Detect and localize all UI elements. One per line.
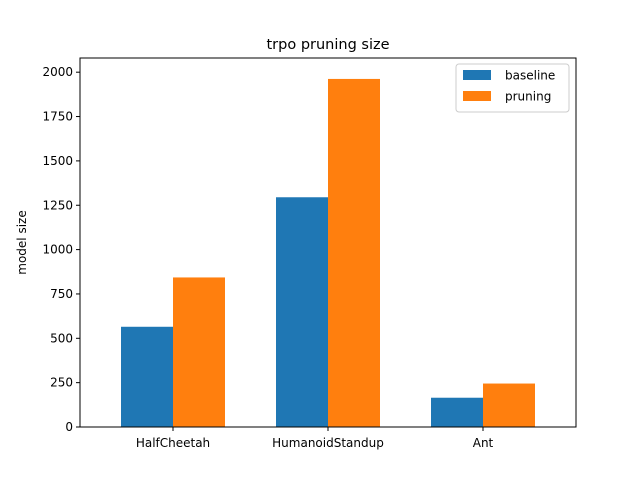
- legend-label-baseline: baseline: [505, 69, 555, 83]
- x-tick-label: HumanoidStandup: [272, 436, 384, 450]
- bar-pruning-1: [328, 78, 380, 428]
- chart-title: trpo pruning size: [266, 37, 389, 53]
- legend: baseline pruning: [455, 63, 570, 113]
- bar-pruning-2: [483, 383, 535, 427]
- y-tick-label: 1750: [42, 110, 73, 124]
- bar-baseline-1: [276, 197, 328, 427]
- x-axis: HalfCheetah HumanoidStandup Ant: [136, 427, 494, 450]
- y-tick-label: 500: [50, 331, 73, 345]
- x-tick-label: Ant: [473, 436, 494, 450]
- y-tick-label: 1250: [42, 198, 73, 212]
- legend-label-pruning: pruning: [505, 90, 551, 104]
- y-axis-label: model size: [15, 210, 29, 274]
- legend-swatch-pruning: [463, 91, 491, 101]
- bars-layer: [121, 78, 535, 428]
- y-tick-label: 2000: [42, 65, 73, 79]
- x-tick-label: HalfCheetah: [136, 436, 210, 450]
- y-axis: 0 250 500 750 1000 1250 1500 1750 2000: [42, 65, 80, 434]
- y-tick-label: 1500: [42, 154, 73, 168]
- y-tick-label: 750: [50, 287, 73, 301]
- bar-baseline-0: [121, 326, 173, 427]
- legend-swatch-baseline: [463, 70, 491, 80]
- y-tick-label: 250: [50, 376, 73, 390]
- bar-baseline-2: [431, 397, 483, 427]
- y-tick-label: 1000: [42, 243, 73, 257]
- bar-pruning-0: [173, 277, 225, 427]
- y-tick-label: 0: [65, 420, 73, 434]
